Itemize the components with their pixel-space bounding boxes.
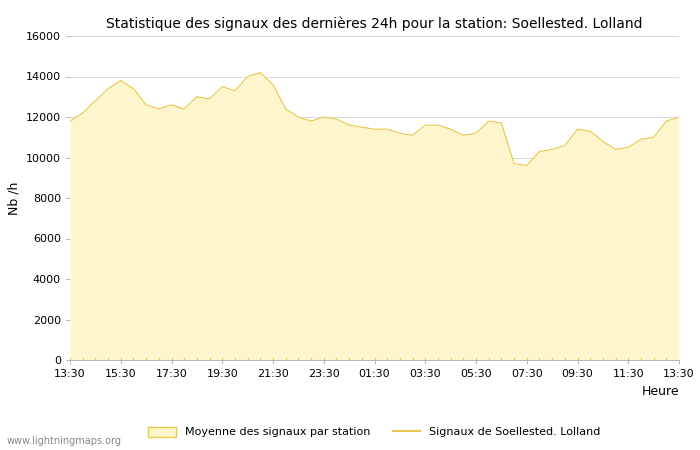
X-axis label: Heure: Heure [641,385,679,398]
Y-axis label: Nb /h: Nb /h [7,181,20,215]
Text: www.lightningmaps.org: www.lightningmaps.org [7,436,122,446]
Title: Statistique des signaux des dernières 24h pour la station: Soellested. Lolland: Statistique des signaux des dernières 24… [106,16,643,31]
Legend: Moyenne des signaux par station, Signaux de Soellested. Lolland: Moyenne des signaux par station, Signaux… [144,422,605,442]
